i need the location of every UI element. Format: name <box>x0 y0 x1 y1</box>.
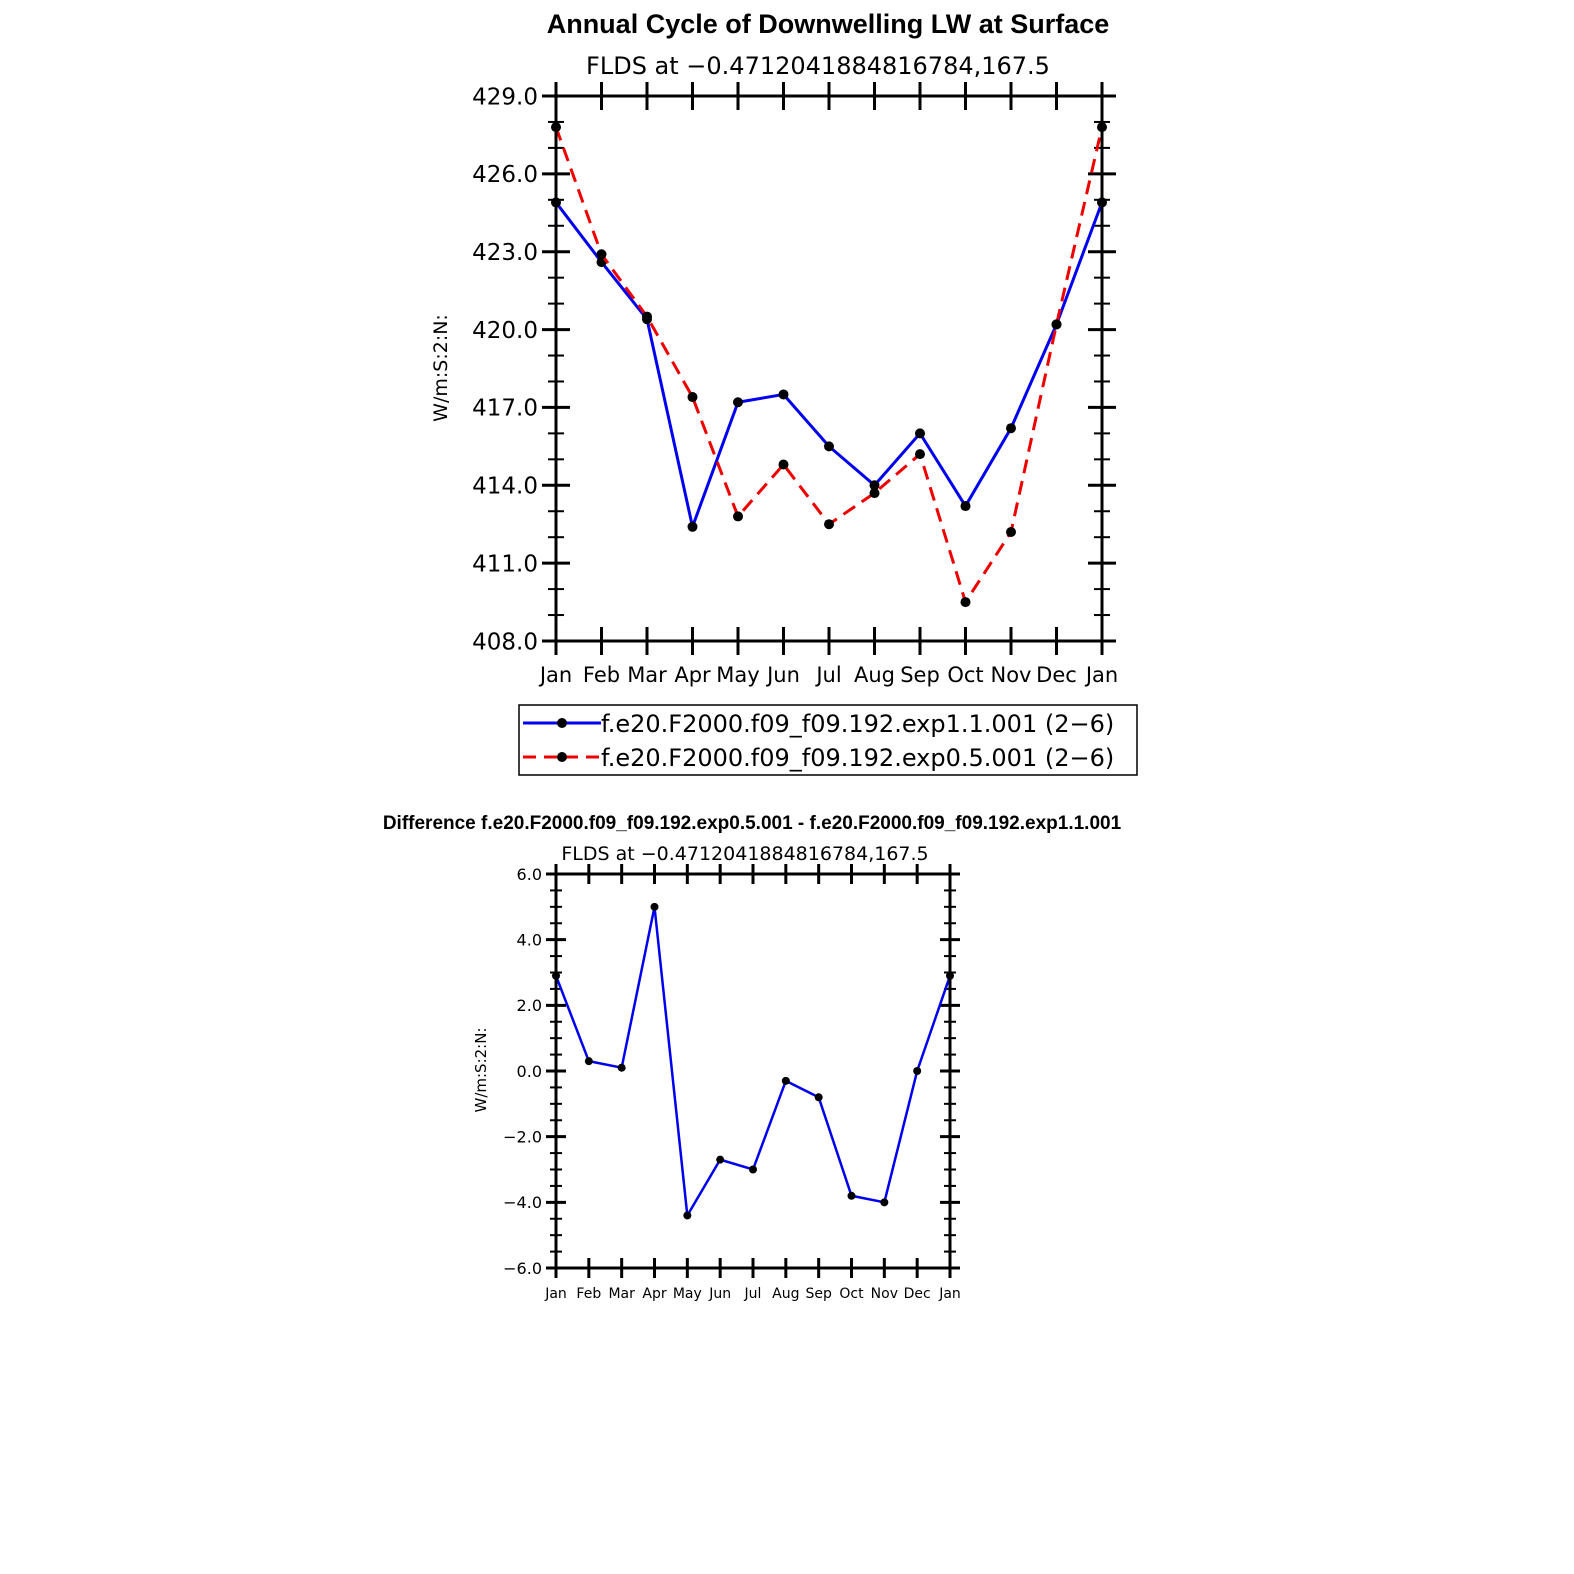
series-0-point <box>913 1067 922 1075</box>
y-tick-label: 423.0 <box>472 240 538 266</box>
series-0-point <box>824 441 834 452</box>
series-0-point <box>1006 423 1016 434</box>
x-tick-label: Jan <box>1084 663 1118 687</box>
series-0-point <box>716 1155 725 1164</box>
x-tick-label: Jun <box>765 663 800 687</box>
series-1-point <box>1051 319 1062 330</box>
legend-marker-exp1 <box>557 718 567 728</box>
x-tick-label: Sep <box>900 663 940 687</box>
series-1-point <box>869 488 880 499</box>
series-0-point <box>847 1191 856 1200</box>
series-1-point <box>824 519 834 530</box>
x-tick-label: Aug <box>772 1286 799 1302</box>
top-chart: Annual Cycle of Downwelling LW at Surfac… <box>430 9 1138 776</box>
series-line-1 <box>554 126 1104 606</box>
bottom-chart-ticks <box>546 864 960 1278</box>
series-0-point <box>650 902 659 911</box>
legend-label-exp1: f.e20.F2000.f09_f09.192.exp1.1.001 (2−6) <box>601 710 1114 738</box>
y-tick-label: 6.0 <box>517 865 542 884</box>
y-tick-label: 408.0 <box>472 629 538 655</box>
y-tick-label: 0.0 <box>517 1062 542 1081</box>
series-0-point <box>781 1076 790 1085</box>
series-line-0 <box>554 201 1104 533</box>
y-tick-label: 429.0 <box>472 84 538 110</box>
series-0-point <box>617 1063 626 1072</box>
x-tick-label: Feb <box>576 1286 601 1302</box>
y-tick-label: 411.0 <box>472 551 538 577</box>
series-1-point <box>915 449 925 460</box>
x-tick-label: Jan <box>938 1286 961 1302</box>
y-tick-label: 4.0 <box>517 930 542 949</box>
legend-label-exp05: f.e20.F2000.f09_f09.192.exp0.5.001 (2−6) <box>601 744 1114 772</box>
series-0-point <box>683 1211 692 1220</box>
y-tick-label: −4.0 <box>503 1193 542 1212</box>
x-tick-label: Nov <box>871 1286 898 1302</box>
bottom-chart-series <box>552 902 954 1220</box>
x-tick-label: Dec <box>904 1286 931 1302</box>
x-tick-label: Nov <box>991 663 1032 687</box>
top-chart-ticks <box>542 82 1116 655</box>
y-tick-label: 426.0 <box>472 162 538 188</box>
series-0-point <box>584 1057 593 1066</box>
series-1-point <box>596 249 607 260</box>
top-chart-y-tick-labels: 408.0 411.0 414.0 417.0 420.0 423.0 426.0 429.0 <box>472 84 538 655</box>
series-0-point <box>814 1093 823 1102</box>
x-tick-label: Feb <box>583 663 620 687</box>
x-tick-label: Mar <box>608 1286 635 1302</box>
bottom-chart-x-tick-labels: Jan Feb Mar Apr May Jun Jul Aug Sep Oct Nov Dec Jan <box>544 1286 961 1302</box>
y-tick-label: 420.0 <box>472 318 538 344</box>
top-chart-subtitle: FLDS at −0.4712041884816784,167.5 <box>586 52 1050 80</box>
bottom-chart-plot-frame <box>554 872 952 1270</box>
series-0-point <box>778 389 789 400</box>
y-tick-label: 417.0 <box>472 396 538 422</box>
x-tick-label: Apr <box>642 1286 666 1302</box>
x-tick-label: Jul <box>814 663 841 687</box>
y-tick-label: −2.0 <box>503 1127 542 1146</box>
x-tick-label: May <box>673 1286 702 1302</box>
y-tick-label: 2.0 <box>517 996 542 1015</box>
x-tick-label: Jan <box>544 1286 567 1302</box>
series-1-point <box>642 311 652 322</box>
bottom-chart: Difference f.e20.F2000.f09_f09.192.exp0.… <box>383 813 1122 1302</box>
series-1-point <box>1006 527 1016 537</box>
series-1-point <box>778 459 789 470</box>
series-0-point <box>687 521 698 532</box>
bottom-chart-subtitle: FLDS at −0.4712041884816784,167.5 <box>561 843 928 865</box>
series-1-point <box>733 511 743 522</box>
legend-box <box>518 704 1138 776</box>
bottom-chart-y-axis-label: W/m:S:2:N: <box>472 1028 490 1113</box>
x-tick-label: Jan <box>538 663 572 687</box>
series-0-point <box>915 428 925 439</box>
y-tick-label: −6.0 <box>503 1259 542 1278</box>
series-0-point <box>880 1198 889 1207</box>
series-1-point <box>687 392 698 403</box>
x-tick-label: Jul <box>744 1286 762 1302</box>
series-0-point <box>960 501 971 512</box>
bottom-chart-title: Difference f.e20.F2000.f09_f09.192.exp0.… <box>383 813 1122 834</box>
bottom-chart-y-tick-labels: −6.0 −4.0 −2.0 0.0 2.0 4.0 6.0 <box>503 865 542 1278</box>
series-0-point <box>733 397 743 408</box>
series-0-point <box>869 480 880 491</box>
top-chart-plot-frame <box>554 94 1104 643</box>
y-tick-label: 414.0 <box>472 474 538 500</box>
top-chart-legend: f.e20.F2000.f09_f09.192.exp1.1.001 (2−6)… <box>518 704 1138 776</box>
x-tick-label: Jun <box>708 1286 731 1302</box>
top-chart-title: Annual Cycle of Downwelling LW at Surfac… <box>547 9 1110 39</box>
x-tick-label: Apr <box>674 663 711 687</box>
top-chart-x-tick-labels: Jan Feb Mar Apr May Jun Jul Aug Sep Oct Nov Dec Jan <box>538 663 1118 687</box>
top-chart-y-axis-label: W/m:S:2:N: <box>430 314 452 422</box>
series-1-point <box>960 597 971 608</box>
x-tick-label: Aug <box>854 663 895 687</box>
x-tick-label: Dec <box>1036 663 1077 687</box>
x-tick-label: May <box>716 663 759 687</box>
legend-marker-exp05 <box>557 752 567 762</box>
x-tick-label: Mar <box>627 663 667 687</box>
x-tick-label: Oct <box>947 663 983 687</box>
top-chart-series <box>551 122 1107 608</box>
series-0-point <box>749 1165 757 1174</box>
x-tick-label: Sep <box>805 1286 832 1302</box>
x-tick-label: Oct <box>839 1286 864 1302</box>
